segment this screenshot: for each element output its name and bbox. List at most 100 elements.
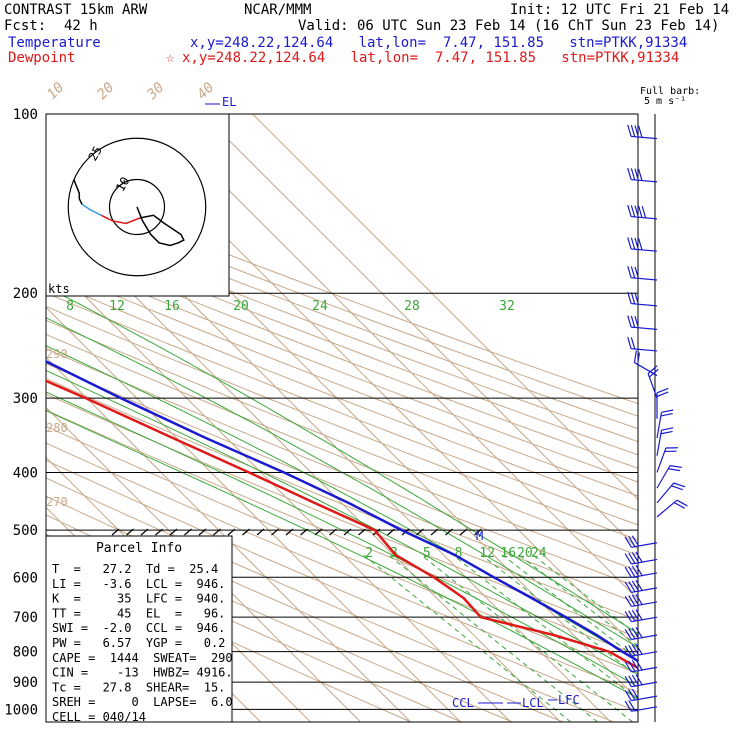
theta-side-label-290: 290 xyxy=(46,347,68,361)
model-title: CONTRAST 15km ARW xyxy=(4,2,148,18)
parcel-info-row: Tc = 27.8 SHEAR= 15. xyxy=(52,680,225,694)
wind-barb xyxy=(624,551,658,565)
theta-e-label-20: 20 xyxy=(233,299,249,314)
parcel-info-row: CELL = 040/14 xyxy=(52,710,146,724)
theta-side-label-270: 270 xyxy=(46,495,68,509)
parcel-info-row: T = 27.2 Td = 25.4 xyxy=(52,562,218,576)
pressure-label-500: 500 xyxy=(13,523,38,539)
annotation-el: EL xyxy=(222,95,236,109)
wind-barb xyxy=(624,700,658,712)
hatch-mark xyxy=(430,528,439,536)
hatch-mark xyxy=(184,528,192,536)
isotherm--30 xyxy=(46,306,461,722)
dewpoint-location: x,y=248.22,124.64 lat,lon= 7.47, 151.85 … xyxy=(182,50,680,66)
annotation-lfc: LFC xyxy=(558,693,580,707)
hatch-mark xyxy=(285,528,294,536)
pressure-label-900: 900 xyxy=(13,675,38,691)
parcel-info-row: PW = 6.57 YGP = 0.2 xyxy=(52,636,225,650)
hatch-mark xyxy=(358,528,366,536)
dry-adiabat-460 xyxy=(46,205,638,430)
pressure-label-600: 600 xyxy=(13,570,38,586)
init-time: Init: 12 UTC Fri 21 Feb 14 xyxy=(510,2,730,18)
dry-adiabat-420 xyxy=(46,253,638,483)
wind-barb xyxy=(656,465,682,489)
wind-barb xyxy=(627,315,658,330)
hatch-mark xyxy=(198,528,207,536)
hodograph-ring-10 xyxy=(108,178,166,236)
theta-e-label-12: 12 xyxy=(109,299,125,314)
theta-e-label-28: 28 xyxy=(404,299,420,314)
wind-barb xyxy=(624,593,658,608)
hodograph-ring-label-25: 25 xyxy=(86,144,105,164)
wind-barb xyxy=(627,167,658,183)
temperature-trace xyxy=(46,360,638,663)
parcel-info-title: Parcel Info xyxy=(96,541,182,556)
mixing-ratio-label-5: 5 xyxy=(423,546,431,561)
hodograph-box xyxy=(45,113,230,297)
isotherm-30 xyxy=(152,114,638,601)
hatch-mark xyxy=(213,528,221,536)
wind-barb xyxy=(624,579,658,593)
wind-barb xyxy=(656,499,688,518)
dry-adiabat-470 xyxy=(46,193,638,417)
mixing-ratio-label-8: 8 xyxy=(455,546,463,561)
diagram-frame xyxy=(45,113,639,723)
mixing-ratio-label-20: 20 xyxy=(517,546,533,561)
dry-adiabat-270 xyxy=(46,477,614,722)
wind-barb xyxy=(656,447,678,473)
forecast-label: Fcst: xyxy=(4,18,47,34)
dry-adiabat-340 xyxy=(46,362,638,604)
wind-barb xyxy=(656,482,686,504)
hatch-mark xyxy=(387,528,395,536)
forecast-hours: 42 h xyxy=(64,18,98,34)
pressure-label-700: 700 xyxy=(13,610,38,626)
dry-adiabat-430 xyxy=(46,241,638,469)
annotation-m: M xyxy=(476,529,483,543)
isotherm-label-10: 10 xyxy=(44,80,67,103)
valid-time: Valid: 06 UTC Sun 23 Feb 14 (16 ChT Sun … xyxy=(298,18,720,34)
mixing-ratio-label-24: 24 xyxy=(531,546,547,561)
pressure-label-1000: 1000 xyxy=(4,702,38,718)
parcel-info-box xyxy=(45,535,233,723)
hodograph-ring-25 xyxy=(67,137,207,277)
mixing-ratio-20 xyxy=(518,554,638,647)
isotherm-label-40: 40 xyxy=(194,80,217,103)
parcel-info-row: LI = -3.6 LCL = 946. xyxy=(52,577,225,591)
wind-barb xyxy=(647,365,659,399)
hatch-mark xyxy=(271,528,279,536)
wind-barb xyxy=(624,688,658,702)
wind-barb xyxy=(624,659,658,673)
hodograph-ring-label-10: 10 xyxy=(113,174,132,194)
dry-adiabat-440 xyxy=(46,228,638,456)
hatch-mark xyxy=(227,528,236,536)
hatch-mark xyxy=(242,528,250,536)
hatch-mark xyxy=(416,528,424,536)
hatch-mark xyxy=(445,528,453,536)
hatch-mark xyxy=(111,528,120,536)
isotherm-label-30: 30 xyxy=(143,80,167,104)
hatch-mark xyxy=(300,528,308,536)
dewpoint-marker-icon: ☆ xyxy=(166,50,175,66)
theta-e-label-32: 32 xyxy=(499,299,515,314)
wind-barb xyxy=(656,387,669,419)
hatch-mark xyxy=(169,528,178,536)
isotherm--20 xyxy=(46,256,511,722)
wind-barb xyxy=(624,535,658,548)
hodograph-trace-mid xyxy=(100,214,141,225)
hodograph-trace-tail xyxy=(73,179,83,205)
isotherm--50 xyxy=(46,406,361,722)
pressure-label-200: 200 xyxy=(13,286,38,302)
hatch-mark xyxy=(256,528,265,536)
mixing-ratio-12 xyxy=(480,554,638,677)
parcel-info-row: K = 35 LFC = 940. xyxy=(52,592,225,606)
dry-adiabat-360 xyxy=(46,333,638,572)
mixing-ratio-label-12: 12 xyxy=(479,546,495,561)
theta-e-label-8: 8 xyxy=(66,299,74,314)
hatch-mark xyxy=(474,528,482,536)
wind-barb xyxy=(627,291,658,307)
pressure-label-300: 300 xyxy=(13,391,38,407)
wind-barb xyxy=(627,237,658,252)
wind-barb xyxy=(627,266,658,281)
wind-barb xyxy=(624,609,658,623)
